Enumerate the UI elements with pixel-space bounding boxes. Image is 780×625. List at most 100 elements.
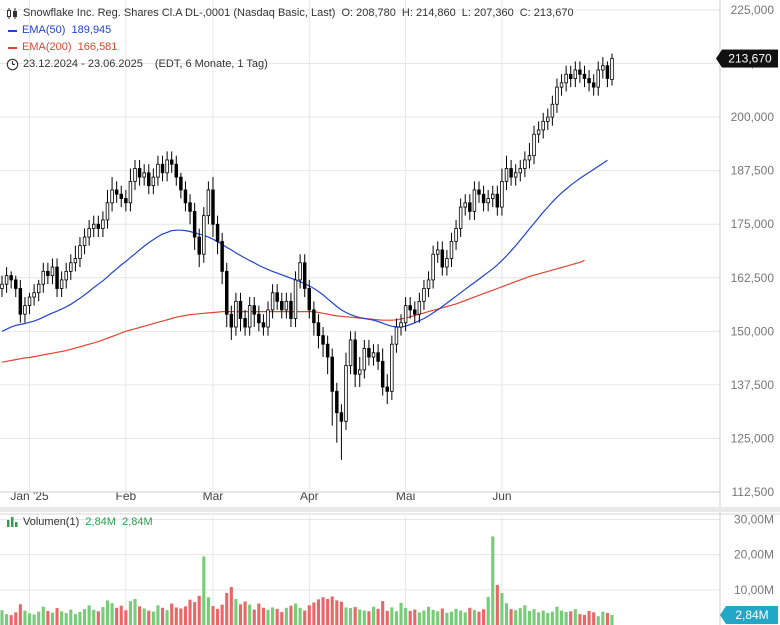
candle-body[interactable]	[440, 249, 445, 268]
legend-ema200-row[interactable]: EMA(200) 166,581	[6, 39, 574, 56]
volume-bar[interactable]	[170, 603, 174, 625]
candle-body[interactable]	[211, 189, 215, 225]
candle-body[interactable]	[601, 65, 605, 71]
candle-body[interactable]	[243, 318, 247, 328]
candle-body[interactable]	[280, 300, 284, 311]
volume-bar[interactable]	[422, 610, 426, 625]
volume-bar[interactable]	[64, 613, 68, 625]
candle-body[interactable]	[486, 198, 490, 204]
candle-body[interactable]	[147, 172, 151, 187]
candle-body[interactable]	[348, 339, 353, 367]
volume-bar[interactable]	[41, 606, 45, 625]
candle-body[interactable]	[468, 202, 472, 212]
candle-body[interactable]	[362, 348, 367, 371]
candle-body[interactable]	[128, 180, 133, 204]
candle-body[interactable]	[14, 279, 18, 289]
candle-body[interactable]	[435, 249, 440, 255]
candle-body[interactable]	[234, 300, 238, 328]
volume-bar[interactable]	[307, 605, 311, 625]
candle-body[interactable]	[174, 163, 179, 178]
candle-body[interactable]	[376, 352, 380, 362]
candle-body[interactable]	[64, 270, 68, 281]
candle-body[interactable]	[559, 82, 564, 88]
volume-bar[interactable]	[156, 605, 160, 625]
volume-bar[interactable]	[211, 606, 215, 625]
candle-body[interactable]	[417, 300, 422, 315]
candle-body[interactable]	[500, 180, 504, 208]
candle-body[interactable]	[59, 279, 64, 289]
volume-bar[interactable]	[426, 606, 431, 625]
candle-body[interactable]	[541, 120, 545, 131]
candle-body[interactable]	[325, 343, 330, 358]
candle-body[interactable]	[546, 116, 550, 122]
volume-bar[interactable]	[37, 611, 41, 625]
candle-body[interactable]	[270, 292, 275, 311]
volume-bar[interactable]	[225, 593, 229, 625]
candle-body[interactable]	[568, 73, 573, 79]
volume-bar[interactable]	[555, 606, 559, 625]
volume-bar[interactable]	[206, 597, 210, 625]
volume-bar[interactable]	[252, 609, 256, 625]
candle-body[interactable]	[32, 292, 36, 298]
volume-bar[interactable]	[133, 598, 137, 625]
candle-body[interactable]	[353, 339, 357, 375]
candle-body[interactable]	[408, 305, 412, 311]
candle-body[interactable]	[458, 206, 463, 229]
volume-bar[interactable]	[298, 607, 302, 625]
candle-body[interactable]	[96, 223, 101, 229]
candle-body[interactable]	[133, 168, 137, 182]
candle-body[interactable]	[390, 343, 394, 392]
volume-bar[interactable]	[128, 601, 132, 625]
volume-bar[interactable]	[486, 596, 490, 625]
volume-bar[interactable]	[482, 609, 486, 625]
volume-bar[interactable]	[142, 608, 146, 625]
candle-body[interactable]	[413, 309, 417, 315]
volume-bar[interactable]	[124, 610, 128, 625]
volume-bar[interactable]	[23, 610, 27, 625]
volume-bar[interactable]	[257, 603, 261, 625]
volume-bar[interactable]	[592, 612, 596, 625]
volume-bar[interactable]	[408, 610, 412, 625]
candle-body[interactable]	[491, 193, 495, 199]
volume-bar[interactable]	[284, 607, 288, 625]
volume-bar[interactable]	[449, 611, 454, 625]
volume-bar[interactable]	[459, 610, 463, 625]
candle-body[interactable]	[78, 245, 82, 259]
volume-bar[interactable]	[587, 610, 591, 625]
candle-body[interactable]	[220, 240, 224, 272]
volume-bar[interactable]	[238, 604, 243, 625]
volume-bar[interactable]	[14, 612, 18, 625]
volume-bar[interactable]	[50, 612, 55, 625]
volume-bar[interactable]	[326, 598, 330, 625]
candle-body[interactable]	[495, 193, 500, 208]
volume-bar[interactable]	[46, 610, 50, 625]
candle-body[interactable]	[114, 189, 119, 195]
candle-body[interactable]	[69, 262, 73, 272]
candle-body[interactable]	[431, 253, 435, 281]
volume-bar[interactable]	[335, 600, 339, 625]
volume-bar[interactable]	[527, 610, 532, 625]
candle-body[interactable]	[91, 223, 96, 229]
volume-bar[interactable]	[518, 608, 522, 625]
volume-bar[interactable]	[105, 600, 110, 625]
candle-body[interactable]	[394, 326, 399, 345]
volume-bar[interactable]	[399, 602, 403, 625]
candle-body[interactable]	[472, 189, 477, 212]
volume-bar[interactable]	[541, 610, 545, 625]
volume-bar[interactable]	[504, 603, 509, 625]
volume-bar[interactable]	[390, 607, 394, 625]
volume-bar[interactable]	[445, 612, 449, 625]
volume-bar[interactable]	[509, 609, 513, 625]
volume-bar[interactable]	[371, 606, 376, 625]
candle-body[interactable]	[523, 159, 527, 169]
candle-body[interactable]	[27, 296, 32, 307]
volume-bar[interactable]	[197, 595, 201, 625]
volume-bar[interactable]	[491, 536, 495, 625]
volume-bar[interactable]	[229, 587, 233, 625]
pane-separator[interactable]	[0, 507, 780, 512]
candle-body[interactable]	[165, 159, 169, 174]
volume-bar[interactable]	[188, 599, 192, 625]
volume-bar[interactable]	[578, 614, 582, 625]
candle-body[interactable]	[449, 240, 454, 259]
volume-bar[interactable]	[316, 599, 321, 625]
